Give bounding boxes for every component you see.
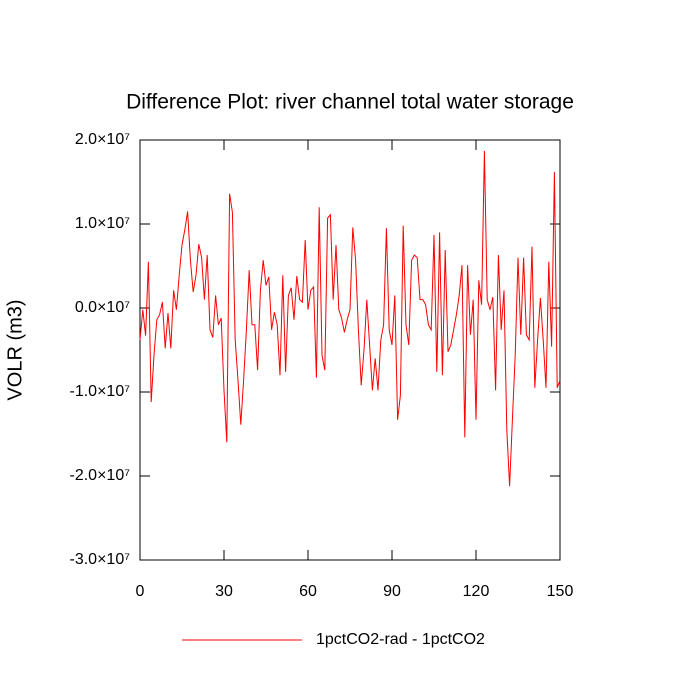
y-tick-label: 1.0×10⁷ — [75, 215, 130, 232]
data-line — [139, 150, 561, 487]
x-tick-label: 120 — [463, 583, 490, 600]
y-tick-label: -1.0×10⁷ — [70, 383, 131, 400]
y-tick-label: -2.0×10⁷ — [70, 467, 131, 484]
y-axis-label: VOLR (m3) — [4, 299, 26, 400]
x-tick-label: 0 — [136, 583, 145, 600]
plot-frame — [139, 139, 561, 561]
x-tick-label: 150 — [547, 583, 574, 600]
x-tick-label: 60 — [299, 583, 317, 600]
y-tick-label: 0.0×10⁷ — [75, 299, 130, 316]
legend-label: 1pctCO2-rad - 1pctCO2 — [316, 631, 485, 648]
x-tick-label: 90 — [383, 583, 401, 600]
y-tick-label: -3.0×10⁷ — [70, 551, 131, 568]
y-tick-label: 2.0×10⁷ — [75, 131, 130, 148]
x-tick-label: 30 — [215, 583, 233, 600]
chart-title: Difference Plot: river channel total wat… — [126, 91, 574, 114]
